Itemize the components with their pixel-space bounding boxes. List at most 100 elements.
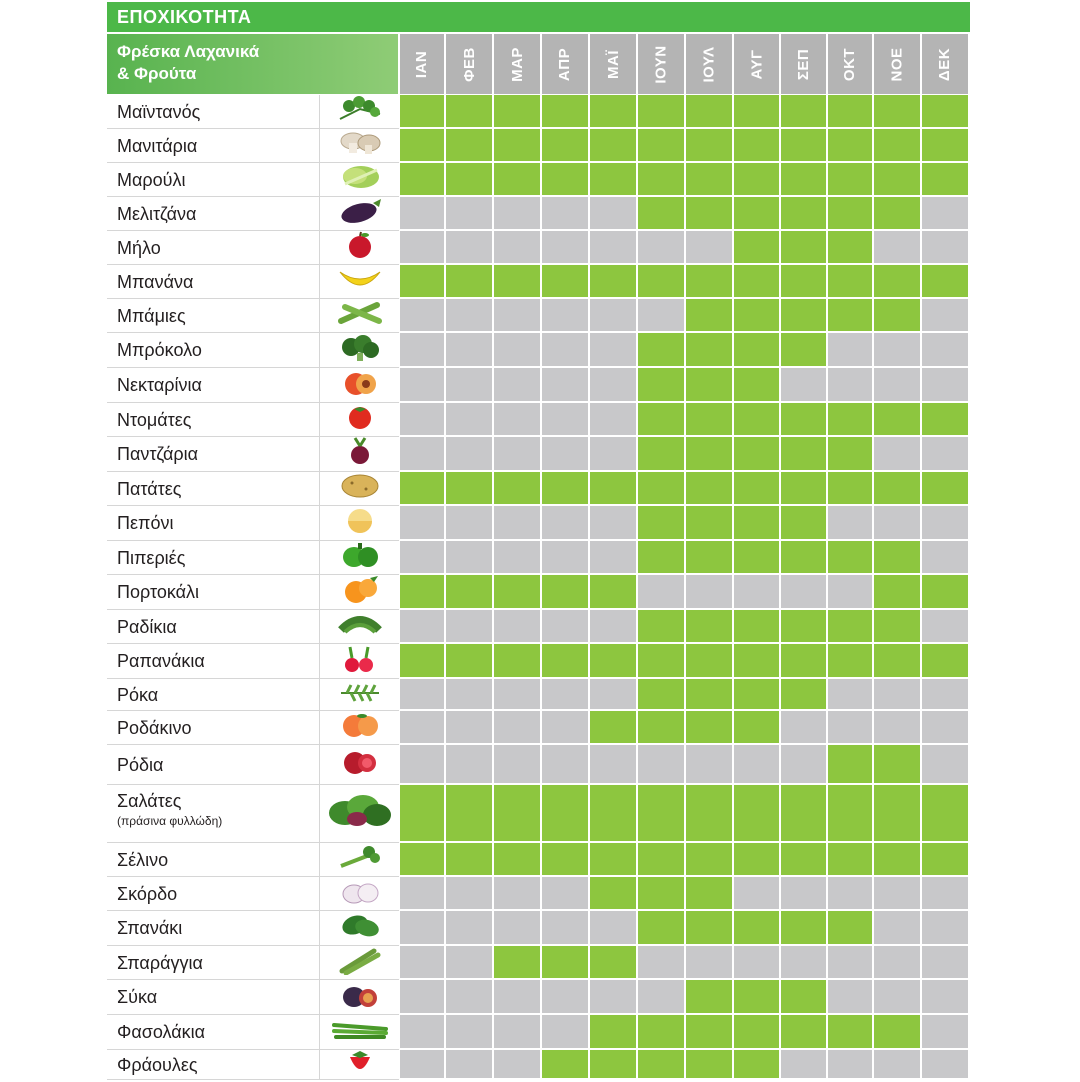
month-label: ΜΑΡ <box>508 46 526 82</box>
season-cell-off-season <box>494 911 540 944</box>
tomato-icon <box>345 402 375 437</box>
season-cell-in-season <box>734 472 779 504</box>
season-cell-in-season <box>590 575 636 608</box>
season-cell-off-season <box>400 403 444 435</box>
produce-name-cell: Μελιτζάνα <box>107 197 319 231</box>
table-row: Σπανάκι <box>107 911 970 946</box>
season-cell-in-season <box>734 679 779 709</box>
season-cell-in-season <box>686 163 732 195</box>
produce-name: Πορτοκάλι <box>117 582 200 602</box>
produce-name: Σαλάτες <box>117 791 182 811</box>
season-cell-off-season <box>686 231 732 263</box>
celery-icon <box>337 842 383 877</box>
season-cell-off-season <box>874 368 920 401</box>
season-cell-off-season <box>922 745 968 783</box>
season-cell-off-season <box>400 506 444 539</box>
season-cell-in-season <box>638 95 684 127</box>
apple-icon <box>345 230 375 265</box>
season-cell-off-season <box>494 610 540 642</box>
produce-name: Πατάτες <box>117 478 182 499</box>
season-cell-off-season <box>590 437 636 470</box>
rocket-icon <box>337 679 383 710</box>
table-row: Μπάμιες <box>107 299 970 333</box>
produce-name: Ραπανάκια <box>117 651 205 671</box>
season-cell-off-season <box>400 877 444 909</box>
produce-name-cell: Πατάτες <box>107 472 319 506</box>
season-cell-off-season <box>494 1050 540 1078</box>
season-cell-in-season <box>400 575 444 608</box>
season-cell-in-season <box>494 472 540 504</box>
season-cell-in-season <box>638 163 684 195</box>
season-cell-in-season <box>590 946 636 978</box>
season-cell-in-season <box>494 265 540 297</box>
season-cell-in-season <box>734 644 779 677</box>
month-label: ΟΚΤ <box>841 47 859 81</box>
produce-name: Μπρόκολο <box>117 340 202 360</box>
season-cell-in-season <box>828 231 872 263</box>
season-cell-off-season <box>494 679 540 709</box>
season-cell-in-season <box>686 437 732 470</box>
season-cell-in-season <box>686 1015 732 1048</box>
season-cell-off-season <box>446 437 492 470</box>
season-cell-in-season <box>734 197 779 229</box>
season-cell-off-season <box>494 299 540 331</box>
season-cell-in-season <box>400 129 444 161</box>
season-cell-in-season <box>734 610 779 642</box>
season-cell-in-season <box>446 472 492 504</box>
season-cell-in-season <box>686 129 732 161</box>
season-cell-off-season <box>542 711 588 743</box>
produce-name-cell: Σπαράγγια <box>107 946 319 980</box>
month-header-2: ΦΕΒ <box>446 34 492 94</box>
season-cell-off-season <box>781 711 826 743</box>
season-cell-off-season <box>922 333 968 366</box>
season-cell-in-season <box>542 129 588 161</box>
table-row: Σαλάτες (πράσινα φυλλώδη) <box>107 785 970 843</box>
table-row: Ντομάτες <box>107 403 970 437</box>
produce-name-cell: Σπανάκι <box>107 911 319 946</box>
season-cell-off-season <box>781 575 826 608</box>
produce-name-cell: Ντομάτες <box>107 403 319 437</box>
produce-image-cell <box>319 265 399 299</box>
season-cell-in-season <box>781 163 826 195</box>
season-cell-in-season <box>874 843 920 875</box>
season-cell-in-season <box>781 299 826 331</box>
season-cell-in-season <box>828 95 872 127</box>
pomegranate-icon <box>339 747 381 782</box>
season-cell-in-season <box>638 877 684 909</box>
season-cell-in-season <box>494 95 540 127</box>
produce-image-cell <box>319 711 399 745</box>
season-cell-off-season <box>922 1015 968 1048</box>
season-cell-in-season <box>590 1015 636 1048</box>
season-cell-in-season <box>734 980 779 1013</box>
produce-image-cell <box>319 163 399 197</box>
season-cell-off-season <box>494 541 540 573</box>
season-cell-off-season <box>400 333 444 366</box>
produce-name-cell: Σύκα <box>107 980 319 1015</box>
season-cell-off-season <box>828 980 872 1013</box>
broccoli-icon <box>337 333 383 368</box>
produce-name: Μανιτάρια <box>117 135 198 156</box>
lettuce-icon <box>337 162 383 197</box>
season-cell-off-season <box>828 333 872 366</box>
season-cell-off-season <box>922 610 968 642</box>
header-label-line2: & Φρούτα <box>117 64 197 83</box>
season-cell-in-season <box>922 163 968 195</box>
produce-name-cell: Μαϊντανός <box>107 95 319 129</box>
season-cell-off-season <box>542 1015 588 1048</box>
produce-name-cell: Ραδίκια <box>107 610 319 644</box>
season-cell-in-season <box>686 785 732 841</box>
produce-name-cell: Σέλινο <box>107 843 319 877</box>
season-cell-in-season <box>781 472 826 504</box>
orange-icon <box>338 574 382 611</box>
season-cell-in-season <box>542 472 588 504</box>
season-cell-in-season <box>638 472 684 504</box>
season-cell-in-season <box>400 644 444 677</box>
season-cell-in-season <box>874 403 920 435</box>
peach-icon <box>338 710 382 745</box>
season-cell-in-season <box>781 333 826 366</box>
season-cell-off-season <box>734 946 779 978</box>
season-cell-in-season <box>828 265 872 297</box>
produce-name-cell: Φασολάκια <box>107 1015 319 1050</box>
season-cell-in-season <box>446 644 492 677</box>
season-cell-in-season <box>781 785 826 841</box>
